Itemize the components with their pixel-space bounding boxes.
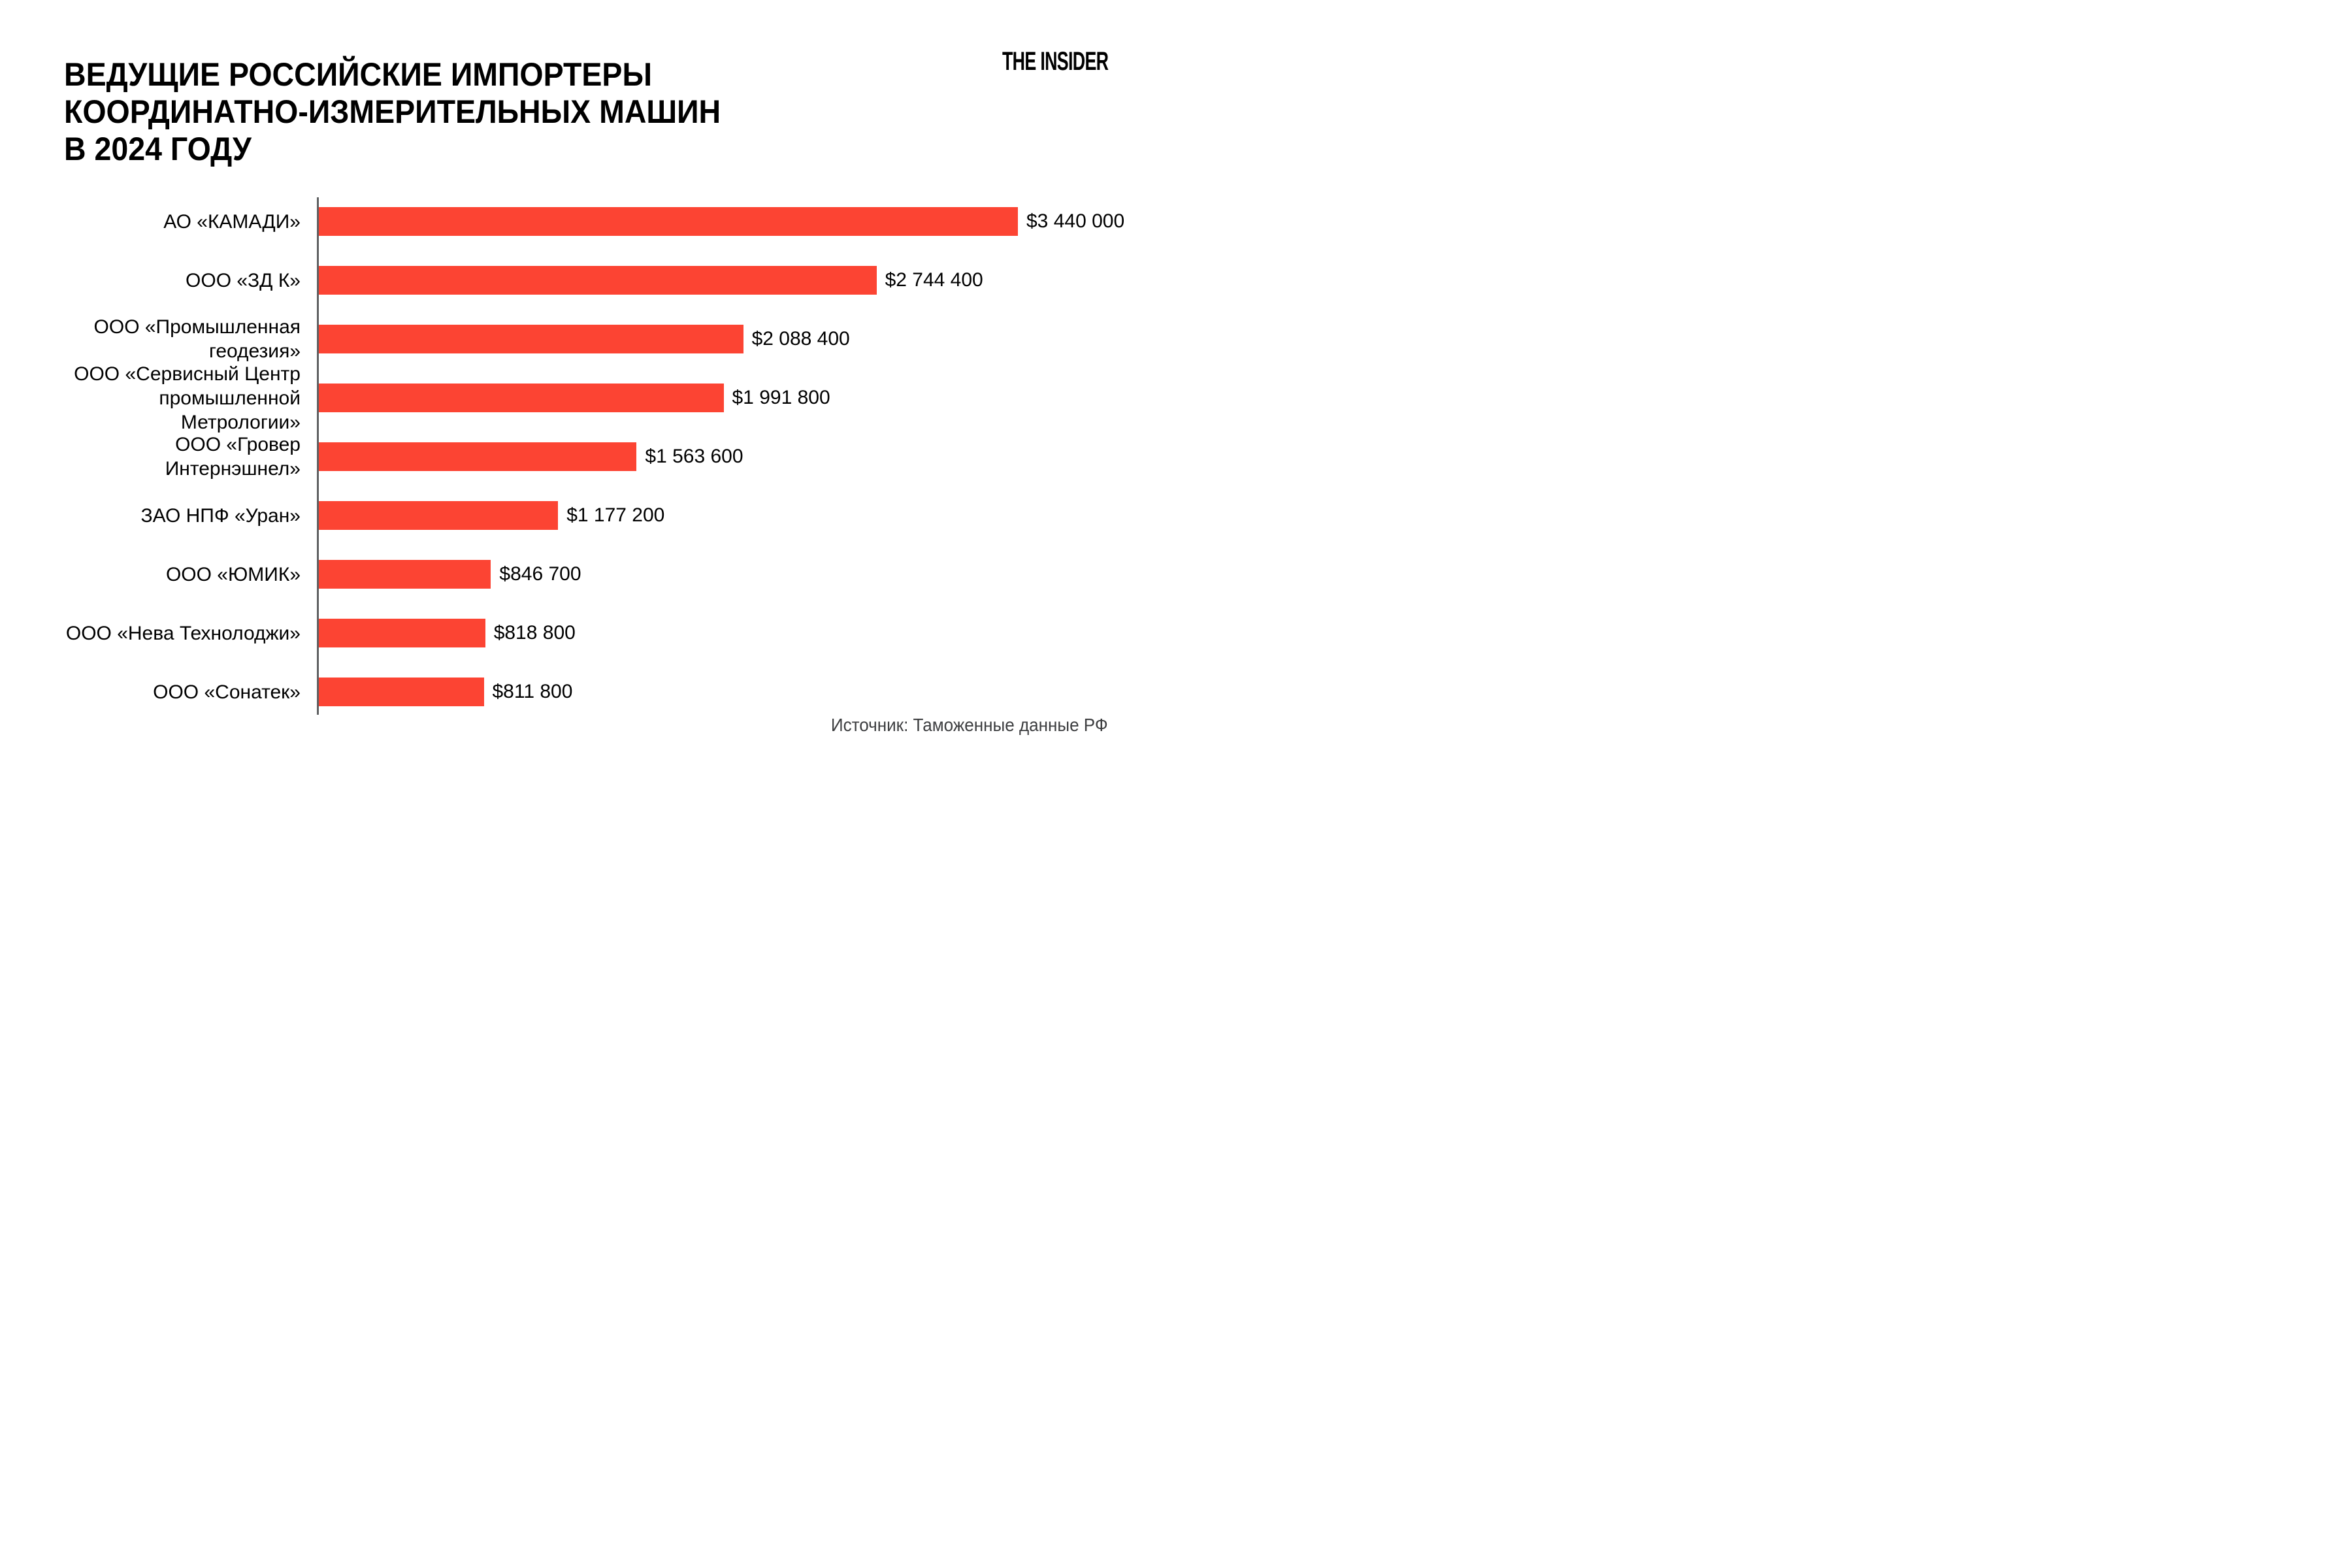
chart-row: АО «КАМАДИ» $3 440 000 [0, 192, 1176, 251]
bar [319, 325, 743, 353]
page-title-line-2: КООРДИНАТНО-ИЗМЕРИТЕЛЬНЫХ МАШИН [64, 93, 721, 130]
bar-track: $1 991 800 [319, 384, 1176, 412]
category-label: ООО «Нева Технолоджи» [65, 622, 301, 644]
page-title: ВЕДУЩИЕ РОССИЙСКИЕ ИМПОРТЕРЫ КООРДИНАТНО… [64, 56, 721, 168]
chart-row: ООО «Сервисный Центр промышленной Метрол… [0, 363, 1176, 433]
bar [319, 560, 491, 589]
value-label: $3 440 000 [1026, 210, 1125, 232]
chart-rows: АО «КАМАДИ» $3 440 000 ООО «ЗД К» $2 744 40… [0, 192, 1176, 721]
value-label: $2 088 400 [751, 328, 850, 350]
source-note: Источник: Таможенные данные РФ [831, 715, 1108, 735]
category-label: ООО «Сонатек» [153, 681, 301, 703]
bar [319, 207, 1018, 236]
category-label: ООО «ЗД К» [186, 269, 301, 291]
chart-row: ООО «Нева Технолоджи» $818 800 [0, 604, 1176, 662]
bar [319, 266, 877, 295]
chart-row: ООО «ЮМИК» $846 700 [0, 545, 1176, 604]
bar [319, 619, 485, 647]
chart-row: ООО «Сонатек» $811 800 [0, 662, 1176, 721]
bar [319, 678, 484, 706]
value-label: $2 744 400 [885, 269, 983, 291]
y-axis-line [317, 197, 319, 715]
bar-track: $1 563 600 [319, 442, 1176, 471]
value-label: $846 700 [499, 563, 581, 585]
value-label: $1 563 600 [645, 446, 743, 467]
bar-track: $818 800 [319, 619, 1176, 647]
category-label: ООО «ЮМИК» [165, 563, 301, 585]
category-label: ООО «Промышленная геодезия» [93, 316, 301, 362]
chart-row: ООО «Гровер Интернэшнел» $1 563 600 [0, 427, 1176, 486]
bar-track: $846 700 [319, 560, 1176, 589]
chart-row: ООО «Промышленная геодезия» $2 088 400 [0, 310, 1176, 368]
bar-chart: АО «КАМАДИ» $3 440 000 ООО «ЗД К» $2 744 40… [0, 192, 1176, 721]
bar [319, 501, 559, 530]
category-label: АО «КАМАДИ» [163, 210, 301, 233]
value-label: $1 991 800 [732, 387, 830, 408]
chart-row: ООО «ЗД К» $2 744 400 [0, 251, 1176, 310]
value-label: $1 177 200 [566, 504, 665, 526]
infographic-canvas: ВЕДУЩИЕ РОССИЙСКИЕ ИМПОРТЕРЫ КООРДИНАТНО… [0, 0, 1176, 784]
bar-track: $2 744 400 [319, 266, 1176, 295]
page-title-line-3: В 2024 ГОДУ [64, 130, 252, 167]
value-label: $811 800 [492, 681, 573, 702]
bar [319, 384, 724, 412]
brand-logo: THE INSIDER [1002, 47, 1109, 76]
bar-track: $3 440 000 [319, 207, 1176, 236]
category-label: ЗАО НПФ «Уран» [140, 504, 301, 527]
bar-track: $2 088 400 [319, 325, 1176, 353]
bar-track: $1 177 200 [319, 501, 1176, 530]
bar [319, 442, 637, 471]
category-label: ООО «Гровер Интернэшнел» [165, 434, 301, 480]
page-title-line-1: ВЕДУЩИЕ РОССИЙСКИЕ ИМПОРТЕРЫ [64, 56, 652, 93]
chart-row: ЗАО НПФ «Уран» $1 177 200 [0, 486, 1176, 545]
bar-track: $811 800 [319, 678, 1176, 706]
category-label: ООО «Сервисный Центр промышленной Метрол… [74, 363, 301, 433]
value-label: $818 800 [493, 622, 576, 644]
